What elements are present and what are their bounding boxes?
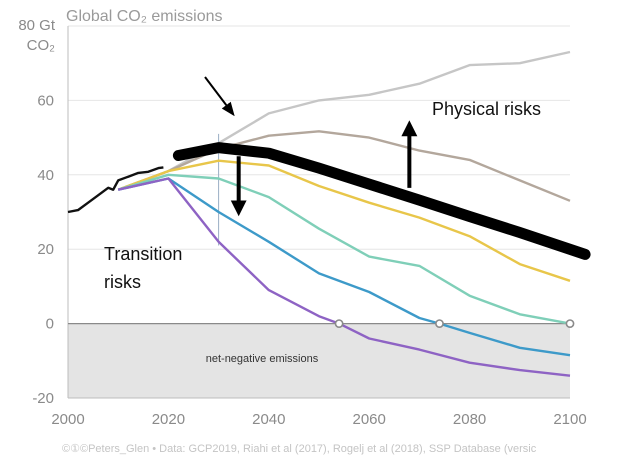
x-tick-label: 2020: [152, 411, 185, 428]
scenario-line-1: [117, 50, 571, 191]
y-tick-label: 60: [37, 92, 54, 109]
x-tick-label: 2100: [553, 411, 586, 428]
zero-crossing-marker: [435, 319, 444, 328]
net-negative-region: [68, 323, 570, 398]
y-unit-label-line2: CO₂: [27, 37, 56, 54]
scenario-line-3: [117, 159, 571, 282]
scenario-line-2: [117, 130, 571, 202]
y-tick-label: -20: [32, 390, 54, 407]
y-tick-label: 0: [46, 316, 54, 333]
physical-risk-trajectory-line: [172, 142, 591, 260]
y-axis-ticks: -20 0 20 40 60: [32, 92, 54, 407]
zero-crossing-markers: [334, 319, 575, 328]
zero-crossing-marker: [565, 319, 575, 328]
historical-emissions-line: [67, 166, 164, 214]
x-axis-ticks: 2000 2020 2040 2060 2080 2100: [51, 411, 586, 428]
pointer-arrow: [204, 76, 235, 117]
gridlines: [68, 25, 570, 250]
scenario-line-5: [117, 177, 571, 357]
zero-crossing-marker: [334, 319, 344, 328]
x-tick-label: 2000: [51, 411, 84, 428]
x-tick-label: 2060: [353, 411, 386, 428]
data-credit: ©①©Peters_Glen • Data: GCP2019, Riahi et…: [62, 443, 537, 455]
y-unit-label-line1: 80 Gt: [18, 17, 56, 34]
x-tick-label: 2040: [252, 411, 285, 428]
scenario-line-4: [117, 173, 571, 325]
y-tick-label: 40: [37, 167, 54, 184]
x-tick-label: 2080: [453, 411, 486, 428]
net-negative-label: net-negative emissions: [206, 353, 319, 365]
transition-risks-label-line1: Transition: [104, 244, 182, 264]
y-tick-label: 20: [37, 241, 54, 258]
chart-title: Global CO₂ emissions: [66, 8, 222, 25]
physical-risks-label: Physical risks: [432, 99, 541, 119]
transition-risks-label-line2: risks: [104, 272, 141, 292]
